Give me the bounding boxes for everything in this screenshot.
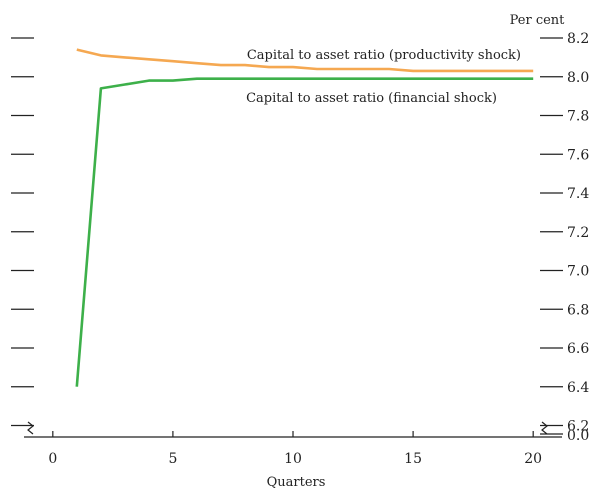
x-axis-title: Quarters: [267, 475, 326, 490]
y-tick-label: 6.6: [567, 341, 589, 357]
axis-break-left: [27, 421, 34, 435]
y-tick-label: 8.2: [567, 31, 589, 47]
x-tick-label: 0: [48, 451, 57, 467]
y-tick-label: 6.4: [567, 380, 589, 396]
x-tick-label: 20: [524, 451, 542, 467]
y-tick-label: 7.4: [567, 186, 589, 202]
series-line-productivity: [76, 48, 534, 73]
x-tick-label: 15: [404, 451, 422, 467]
x-tick-label: 10: [284, 451, 302, 467]
y-tick-label: 6.2: [567, 419, 589, 435]
series-layer: [75, 48, 534, 387]
y-tick-label: 6.8: [567, 302, 589, 318]
y-tick-label: 0.0: [567, 428, 589, 444]
y-tick-label: 7.2: [567, 225, 589, 241]
y-tick-label: 7.0: [567, 264, 589, 280]
x-ticks: 0 5 10 15 20: [48, 431, 542, 467]
x-tick-label: 5: [168, 451, 177, 467]
y-tick-label: 7.8: [567, 109, 589, 125]
left-y-ticks: [11, 37, 34, 427]
axis-break-right: [541, 421, 548, 435]
y-tick-label: 7.6: [567, 147, 589, 163]
series-line-financial: [75, 77, 534, 387]
series-label-financial: Capital to asset ratio (financial shock): [246, 91, 497, 106]
right-y-ticks: 8.2 8.0 7.8 7.6 7.4 7.2 7.0 6.8 6.6 6.4 6.20.0: [540, 31, 589, 444]
y-tick-label: 8.0: [567, 70, 589, 86]
y-unit-label: Per cent: [510, 13, 566, 28]
series-label-productivity: Capital to asset ratio (productivity sho…: [247, 48, 521, 63]
